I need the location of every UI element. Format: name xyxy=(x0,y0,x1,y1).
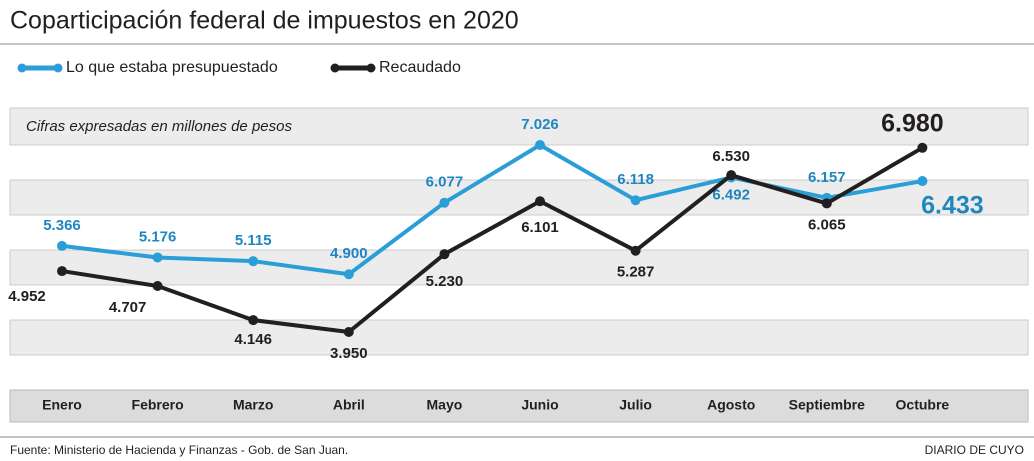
x-tick-label: Febrero xyxy=(132,397,184,413)
point xyxy=(917,142,928,153)
value-label: 5.176 xyxy=(139,228,177,245)
value-label: 5.230 xyxy=(426,273,464,290)
x-tick-label: Octubre xyxy=(896,397,950,413)
value-label: 5.287 xyxy=(617,264,655,281)
band xyxy=(9,179,1029,216)
point xyxy=(57,240,67,251)
point xyxy=(152,252,163,263)
value-label: 3.950 xyxy=(330,345,368,362)
x-tick-label: Junio xyxy=(521,397,558,413)
value-label: 4.900 xyxy=(330,245,368,262)
point xyxy=(821,198,832,209)
legend-dot xyxy=(53,63,63,73)
source: Fuente: Ministerio de Hacienda y Finanza… xyxy=(10,443,348,457)
point xyxy=(630,245,641,256)
x-tick-label: Mayo xyxy=(427,397,463,413)
point xyxy=(630,195,641,206)
chart-title: Coparticipación federal de impuestos en … xyxy=(10,7,519,35)
value-label: 6.065 xyxy=(808,216,846,233)
x-tick-label: Julio xyxy=(619,397,652,413)
value-label: 6.077 xyxy=(426,174,464,191)
value-label: 6.492 xyxy=(712,186,750,203)
point xyxy=(248,315,259,326)
value-label: 6.433 xyxy=(921,192,984,220)
legend-dot xyxy=(330,63,340,73)
x-tick-label: Marzo xyxy=(233,397,273,413)
category-band xyxy=(9,389,1029,423)
point xyxy=(535,196,545,207)
point xyxy=(343,327,354,337)
x-tick-label: Septiembre xyxy=(789,397,865,413)
point xyxy=(917,176,928,187)
value-label: 6.101 xyxy=(521,219,559,236)
credit: DIARIO DE CUYO xyxy=(925,443,1024,457)
x-tick-label: Agosto xyxy=(707,397,755,413)
legend-label: Lo que estaba presupuestado xyxy=(66,59,278,76)
value-label: 6.118 xyxy=(617,171,654,188)
value-label: 6.157 xyxy=(808,169,846,186)
bands xyxy=(9,107,1029,423)
value-label: 4.146 xyxy=(234,331,272,348)
band xyxy=(9,249,1029,286)
point xyxy=(343,269,354,280)
point xyxy=(439,197,450,208)
legend-dot xyxy=(17,63,27,73)
point xyxy=(57,266,67,277)
x-tick-label: Enero xyxy=(42,397,82,413)
value-label: 7.026 xyxy=(521,116,559,133)
legend-dot xyxy=(366,63,376,73)
point xyxy=(439,249,450,260)
x-tick-label: Abril xyxy=(333,397,365,413)
point xyxy=(726,170,737,181)
point xyxy=(248,256,259,267)
value-label: 5.366 xyxy=(43,217,81,234)
series-line xyxy=(61,146,924,334)
value-label: 6.980 xyxy=(881,109,944,137)
point xyxy=(152,280,163,291)
point xyxy=(535,140,545,150)
band xyxy=(9,107,1029,146)
value-label: 4.707 xyxy=(109,299,147,316)
band xyxy=(9,319,1029,356)
subtitle: Cifras expresadas en millones de pesos xyxy=(26,118,292,135)
value-label: 6.530 xyxy=(712,148,750,165)
value-label: 5.115 xyxy=(235,232,272,249)
legend-label: Recaudado xyxy=(379,59,461,76)
value-label: 4.952 xyxy=(8,288,46,305)
